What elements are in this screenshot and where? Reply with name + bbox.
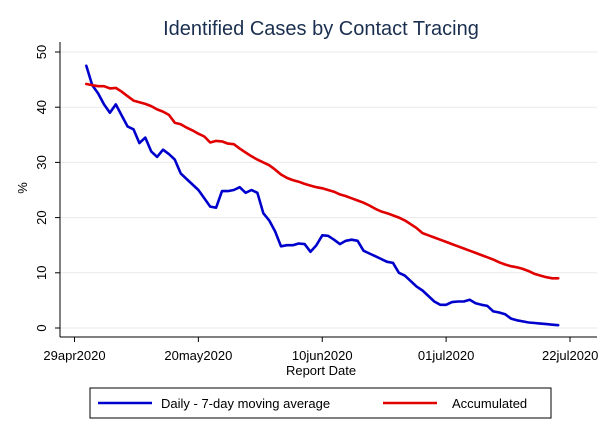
legend-box [89,387,552,419]
legend-label: Daily - 7-day moving average [161,396,330,411]
y-axis-title: % [15,182,30,194]
series-line-daily-moving-average [85,64,560,327]
y-tick-label: 20 [34,210,49,224]
y-tick-label: 50 [34,45,49,59]
y-tick-label: 10 [34,266,49,280]
y-tick-label: 0 [34,324,49,331]
gridlines [60,51,597,329]
y-tick-label: 40 [34,100,49,114]
chart-title: Identified Cases by Contact Tracing [163,18,479,40]
legend-label: Accumulated [452,396,527,411]
series-lines [85,64,560,327]
legend: Daily - 7-day moving average Accumulated [89,387,552,419]
x-tick-label: 22jul2020 [542,348,598,363]
axes: 0 10 20 30 40 50 29apr2020 20may2020 10jun2020 01… [34,42,598,363]
x-tick-label: 10jun2020 [292,348,353,363]
series-line-accumulated [85,82,560,280]
x-tick-label: 29apr2020 [43,348,105,363]
x-axis-title: Report Date [286,363,356,378]
x-tick-label: 20may2020 [164,348,232,363]
x-tick-label: 01jul2020 [418,348,474,363]
y-tick-label: 30 [34,155,49,169]
